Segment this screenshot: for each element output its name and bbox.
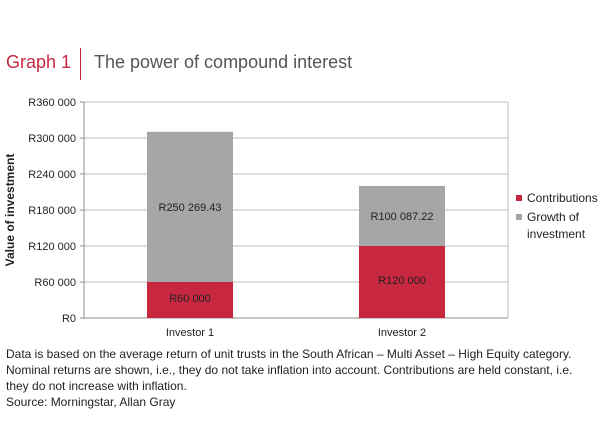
y-tick-label: R240 000 — [28, 169, 76, 181]
y-axis-title: Value of investment — [3, 154, 17, 267]
header-divider — [80, 48, 81, 80]
footnote-text: Data is based on the average return of u… — [6, 347, 573, 393]
footnote: Data is based on the average return of u… — [6, 346, 596, 410]
legend-swatch-growth — [516, 214, 522, 220]
footnote-source: Source: Morningstar, Allan Gray — [6, 395, 176, 409]
bar-growth — [147, 131, 233, 282]
legend-item-contributions: Contributions — [516, 190, 600, 207]
graph-number-label: Graph 1 — [6, 52, 72, 72]
y-tick-label: R60 000 — [34, 277, 76, 289]
y-tick-label: R300 000 — [28, 133, 76, 145]
legend-label-contributions: Contributions — [527, 191, 598, 205]
legend-swatch-contributions — [516, 195, 522, 201]
x-axis-ticks: Investor 1 Investor 2 — [166, 327, 426, 339]
data-label: R100 087.22 — [371, 211, 434, 223]
y-tick-label: R180 000 — [28, 205, 76, 217]
legend-item-growth: Growth of investment — [516, 209, 600, 243]
chart-legend: Contributions Growth of investment — [516, 190, 600, 243]
chart-bars: R60 000 R250 269.43 R120 000 R100 087.22 — [147, 131, 445, 318]
stacked-bar-chart: R0 R60 000 R120 000 R180 000 R240 000 R300 00… — [3, 97, 509, 339]
chart-title: The power of compound interest — [94, 52, 353, 72]
y-tick-label: R0 — [62, 313, 76, 325]
y-axis-ticks: R0 R60 000 R120 000 R180 000 R240 000 R300 00… — [28, 97, 76, 325]
bar-growth — [359, 185, 445, 246]
x-tick-label: Investor 1 — [166, 327, 214, 339]
bar-contributions — [359, 246, 445, 318]
y-tick-label: R360 000 — [28, 97, 76, 109]
bar-contributions — [147, 282, 233, 318]
chart-header: Graph 1 The power of compound interest — [0, 48, 600, 82]
data-label: R60 000 — [169, 293, 211, 305]
legend-label-growth: Growth of investment — [527, 210, 586, 241]
y-tick-label: R120 000 — [28, 241, 76, 253]
data-label: R120 000 — [378, 275, 426, 287]
data-label: R250 269.43 — [159, 202, 222, 214]
x-tick-label: Investor 2 — [378, 327, 426, 339]
